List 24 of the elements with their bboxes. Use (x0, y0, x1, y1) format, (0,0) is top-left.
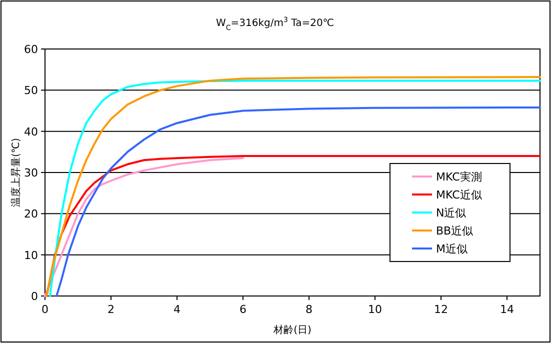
y-tick-label: 60 (24, 43, 38, 56)
x-tick-label: 0 (42, 303, 48, 316)
x-tick-label: 2 (108, 303, 114, 316)
x-tick-label: 10 (368, 303, 382, 316)
y-tick-label: 30 (24, 166, 38, 180)
line-series (44, 157, 244, 297)
x-tick-label: 6 (240, 303, 246, 316)
legend-label: N近似 (436, 206, 466, 220)
x-tick-label: 8 (306, 303, 312, 316)
y-tick-label: 10 (24, 248, 38, 262)
chart-title: W$_{C}$=316kg/m$^{3}$ Ta=20℃ (216, 16, 334, 32)
x-tick-label: 12 (434, 303, 448, 316)
y-tick-label: 50 (24, 84, 38, 98)
legend-label: M近似 (436, 242, 468, 256)
x-tick-label: 14 (500, 303, 514, 316)
y-tick-label: 20 (24, 208, 38, 221)
y-axis-title: 温度上昇量(℃) (10, 138, 22, 208)
x-tick-label: 4 (174, 303, 180, 316)
legend-label: MKC実測 (436, 170, 482, 184)
legend-label: MKC近似 (436, 188, 482, 202)
x-axis-title: 材齢(日) (272, 324, 312, 336)
y-tick-label: 40 (24, 125, 38, 138)
y-tick-label: 0 (31, 290, 38, 303)
legend-label: BB近似 (436, 224, 474, 238)
